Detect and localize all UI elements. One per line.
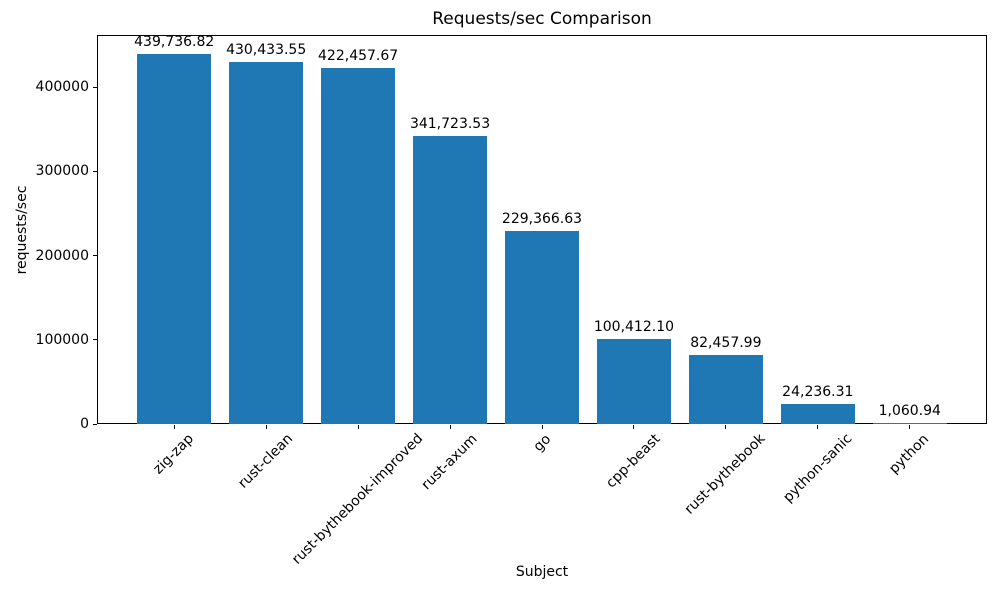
y-tick-mark [93,86,97,88]
y-tick-mark [93,255,97,257]
chart-title: Requests/sec Comparison [432,9,652,29]
x-tick-label-rust-bythebook-improved: rust-bythebook-improved [289,430,427,569]
y-tick-mark [93,170,97,172]
x-tick-mark [265,425,267,429]
bar-python [872,423,947,425]
x-tick-label-cpp-beast: cpp-beast [603,430,664,492]
bar-value-label: 422,457.67 [318,48,399,65]
bar-rust-axum [413,136,487,424]
bar-cpp-beast [597,339,671,424]
y-tick-mark [93,423,97,425]
bar-value-label: 82,457.99 [690,334,762,351]
bar-value-label: 439,736.82 [134,33,215,50]
x-tick-label-zig-zap: zig-zap [150,430,198,478]
x-tick-mark [449,425,451,429]
y-tick-label: 100000 [35,331,89,348]
x-tick-label-python: python [886,430,933,477]
x-tick-label-rust-clean: rust-clean [235,430,297,492]
x-tick-label-rust-axum: rust-axum [418,431,481,494]
bar-go [505,230,579,424]
x-tick-mark [541,425,543,429]
bar-value-label: 100,412.10 [593,319,675,336]
y-tick-label: 200000 [35,247,89,264]
bar-rust-bythebook-improved [321,68,395,424]
x-tick-mark [725,425,727,429]
x-tick-mark [909,425,911,429]
x-tick-mark [173,425,175,429]
x-tick-label-rust-bythebook: rust-bythebook [681,431,769,518]
bar-value-label: 24,236.31 [782,383,854,400]
y-tick-label: 400000 [35,79,89,96]
bar-python-sanic [781,403,855,424]
bar-zig-zap [137,53,211,424]
bar-value-label: 341,723.53 [409,116,491,133]
bar-rust-clean [229,61,303,424]
bar-value-label: 430,433.55 [226,41,307,58]
y-axis-label: requests/sec [14,185,30,275]
y-tick-label: 0 [80,416,89,432]
y-tick-label: 300000 [35,163,89,180]
x-tick-label-go: go [530,430,554,455]
x-axis-label: Subject [515,564,569,580]
x-tick-mark [357,425,359,429]
x-tick-mark [817,425,819,429]
y-tick-mark [93,339,97,341]
x-tick-label-python-sanic: python-sanic [780,430,856,507]
bar-value-label: 229,366.63 [501,210,583,227]
bar-rust-bythebook [689,354,763,424]
bar-value-label: 1,060.94 [878,403,941,420]
x-tick-mark [633,425,635,429]
